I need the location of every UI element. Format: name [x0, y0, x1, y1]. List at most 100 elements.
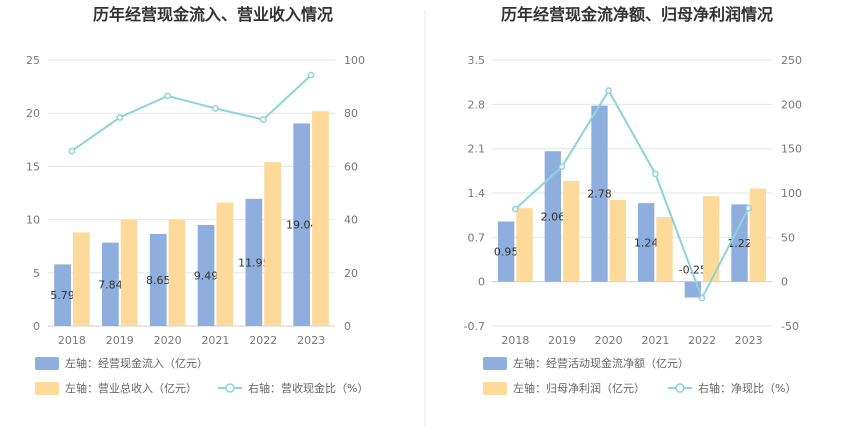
ratio-point: [605, 87, 613, 94]
chart-title: 历年经营现金流净额、归母净利润情况: [501, 5, 773, 24]
bar-primary: [498, 221, 515, 282]
ratio-line: [514, 88, 750, 301]
category-label: 2020: [595, 334, 623, 347]
legend-swatch: [483, 357, 507, 370]
ratio-line: [71, 74, 312, 152]
legend-swatch: [483, 382, 507, 395]
legend-line-marker: [675, 383, 685, 393]
bar-secondary: [120, 219, 138, 326]
ratio-point: [511, 205, 519, 213]
left-tick-label: 0: [33, 320, 40, 333]
ratio-point: [307, 71, 315, 79]
left-tick-label: 0.7: [468, 231, 486, 244]
right-tick-label: 100: [344, 54, 365, 67]
ratio-point: [558, 163, 566, 171]
bar-secondary: [563, 180, 580, 282]
left-tick-label: -0.7: [464, 320, 485, 333]
left-tick-label: 15: [26, 160, 40, 173]
bar-secondary: [264, 162, 281, 326]
bar-primary: [638, 203, 655, 282]
right-tick-label: 80: [344, 107, 358, 120]
left-tick-label: 2.1: [468, 143, 486, 156]
legend-swatch: [35, 357, 59, 370]
category-label: 2018: [501, 334, 529, 347]
bar-secondary: [703, 196, 720, 282]
left-tick-label: 2.8: [468, 98, 486, 111]
legend-label: 左轴：经营现金流入（亿元）: [65, 356, 208, 370]
bar-data-label: 5.79: [50, 289, 75, 302]
category-label: 2021: [641, 334, 669, 347]
category-label: 2020: [154, 334, 182, 347]
bar-secondary: [312, 111, 329, 327]
bar-data-label: 2.78: [587, 188, 612, 201]
right-tick-label: 0: [344, 320, 351, 333]
left-tick-label: 5: [33, 267, 40, 280]
bar-data-label: 11.95: [238, 256, 270, 269]
bar-data-label: 1.22: [727, 237, 752, 250]
left-tick-label: 0: [478, 276, 485, 289]
legend-swatch: [35, 382, 59, 395]
bar-secondary: [656, 217, 673, 282]
bar-secondary: [168, 219, 186, 326]
bar-primary: [544, 151, 561, 282]
category-label: 2022: [249, 334, 277, 347]
ratio-point: [698, 294, 706, 302]
right-tick-label: 40: [344, 214, 358, 227]
left-tick-label: 20: [26, 107, 40, 120]
ratio-point: [116, 114, 124, 121]
bar-secondary: [609, 199, 626, 282]
category-label: 2023: [297, 334, 325, 347]
right-tick-label: 250: [781, 54, 802, 67]
bar-data-label: 2.06: [541, 210, 566, 223]
bar-data-label: -0.25: [679, 264, 707, 277]
bar-data-label: 8.65: [146, 274, 171, 287]
bar-primary: [102, 242, 119, 326]
legend-line-marker: [225, 383, 235, 393]
chart-cash-inflow-revenue: 历年经营现金流入、营业收入情况 0 0 5 20 10 40 15 60 20 80 25 100 5.7…: [26, 5, 368, 395]
right-tick-label: 20: [344, 267, 358, 280]
ratio-point: [259, 116, 267, 123]
category-label: 2018: [58, 334, 86, 347]
bar-secondary: [216, 202, 234, 326]
bar-data-label: 0.95: [494, 246, 519, 259]
chart-title: 历年经营现金流入、营业收入情况: [93, 5, 333, 24]
legend-label: 右轴：营收现金比（%）: [248, 381, 368, 395]
bar-primary: [591, 105, 608, 282]
ratio-point: [212, 105, 219, 112]
right-tick-label: 50: [781, 231, 795, 244]
right-tick-label: 100: [781, 187, 802, 200]
bar-data-label: 19.04: [286, 219, 318, 232]
category-label: 2021: [201, 334, 229, 347]
right-tick-label: 60: [344, 160, 358, 173]
bar-secondary: [516, 208, 533, 282]
right-tick-label: 200: [781, 98, 802, 111]
category-label: 2019: [548, 334, 576, 347]
bar-data-label: 7.84: [98, 278, 123, 291]
bar-data-label: 1.24: [634, 236, 659, 249]
bar-primary: [54, 264, 71, 326]
bar-primary: [731, 204, 748, 282]
bar-primary: [149, 233, 167, 326]
legend-label: 左轴：经营活动现金流净额（亿元）: [513, 356, 689, 370]
ratio-point: [745, 204, 753, 212]
left-tick-label: 3.5: [468, 54, 486, 67]
right-tick-label: 0: [781, 276, 788, 289]
right-tick-label: 150: [781, 143, 802, 156]
bar-primary: [293, 123, 311, 326]
bar-data-label: 9.49: [194, 270, 219, 283]
category-label: 2023: [735, 334, 763, 347]
legend-label: 左轴：营业总收入（亿元）: [65, 381, 197, 395]
bar-secondary: [749, 188, 766, 282]
ratio-point: [164, 92, 171, 100]
ratio-point: [68, 147, 76, 155]
left-tick-label: 10: [26, 214, 40, 227]
left-tick-label: 1.4: [468, 187, 486, 200]
right-tick-label: -50: [781, 320, 799, 333]
bar-primary: [197, 225, 215, 326]
legend-label: 右轴：净现比（%）: [698, 381, 796, 395]
ratio-point: [651, 170, 659, 178]
bar-secondary: [72, 232, 90, 326]
left-tick-label: 25: [26, 54, 40, 67]
